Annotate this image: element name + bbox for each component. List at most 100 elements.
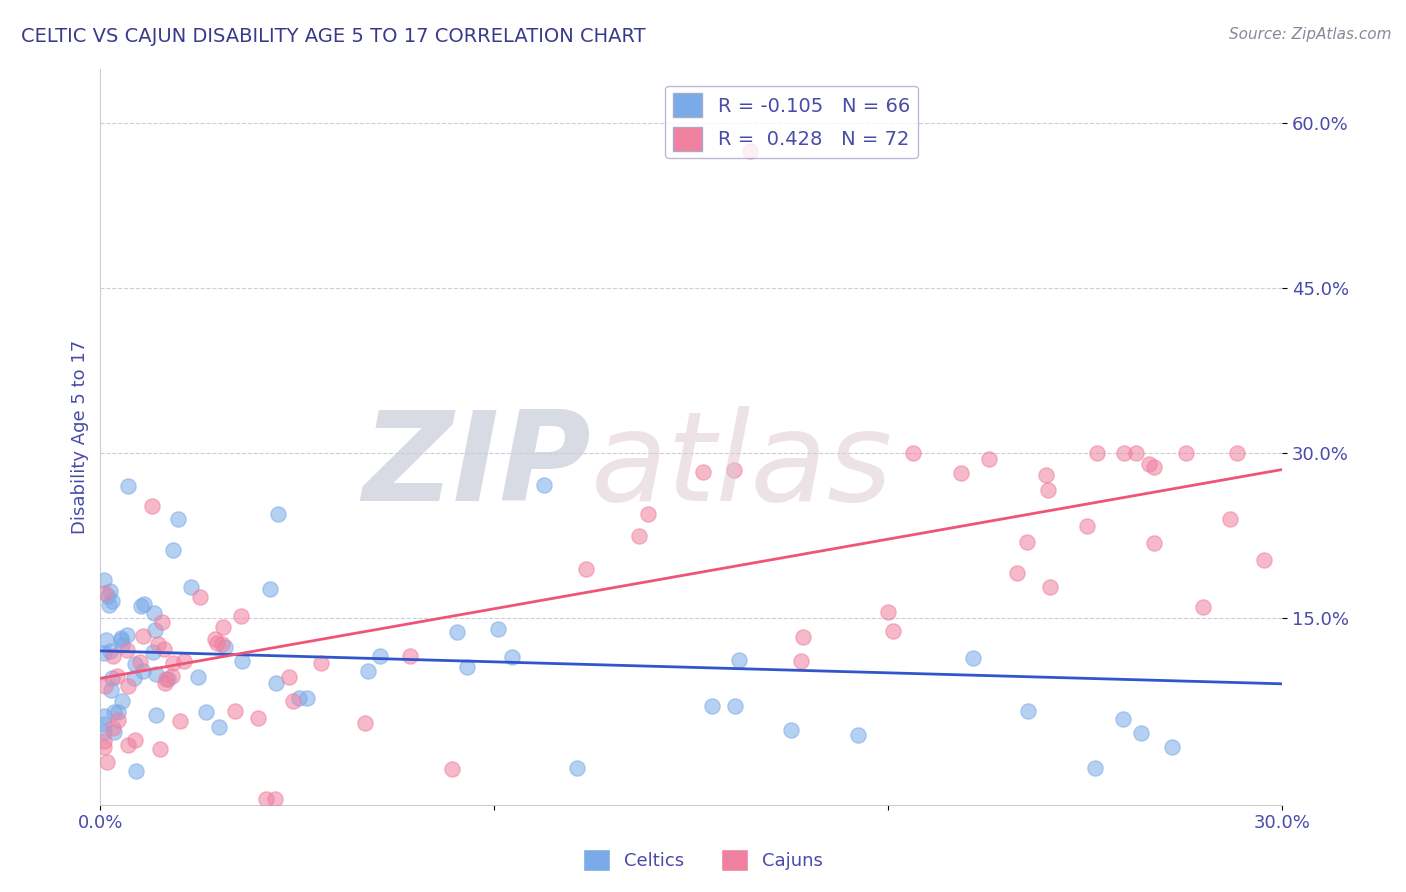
Point — [93, 646, 115, 660]
Point — [207, 636, 229, 650]
Point — [103, 724, 125, 739]
Point — [456, 659, 478, 673]
Point — [877, 606, 900, 620]
Point — [259, 582, 281, 597]
Point — [93, 708, 115, 723]
Point — [103, 721, 125, 735]
Point — [264, 792, 287, 806]
Y-axis label: Disability Age 5 to 17: Disability Age 5 to 17 — [72, 340, 89, 533]
Point — [229, 609, 252, 624]
Point — [533, 477, 555, 491]
Point — [107, 713, 129, 727]
Point — [1035, 468, 1057, 483]
Point — [628, 528, 651, 542]
Point — [1192, 599, 1215, 614]
Point — [1038, 483, 1060, 497]
Point — [267, 507, 290, 521]
Point — [700, 698, 723, 713]
Point — [100, 644, 122, 658]
Text: atlas: atlas — [591, 406, 893, 526]
Point — [246, 711, 269, 725]
Point — [1175, 446, 1198, 460]
Point — [152, 641, 174, 656]
Point — [132, 664, 155, 678]
Point — [129, 599, 152, 613]
Point — [122, 671, 145, 685]
Point — [1084, 761, 1107, 775]
Point — [93, 734, 115, 748]
Point — [728, 652, 751, 666]
Point — [208, 720, 231, 734]
Point — [1017, 534, 1039, 549]
Point — [117, 738, 139, 752]
Point — [103, 705, 125, 719]
Point — [1017, 704, 1039, 718]
Point — [288, 691, 311, 706]
Point — [723, 463, 745, 477]
Point — [846, 728, 869, 742]
Point — [254, 792, 277, 806]
Point — [354, 716, 377, 731]
Point — [962, 651, 984, 665]
Point — [780, 723, 803, 738]
Point — [949, 466, 972, 480]
Point — [194, 705, 217, 719]
Point — [1076, 519, 1098, 533]
Point — [1137, 458, 1160, 472]
Point — [117, 680, 139, 694]
Point — [724, 699, 747, 714]
Point — [486, 622, 509, 636]
Legend: R = -0.105   N = 66, R =  0.428   N = 72: R = -0.105 N = 66, R = 0.428 N = 72 — [665, 86, 918, 158]
Point — [368, 648, 391, 663]
Point — [1143, 535, 1166, 549]
Point — [129, 655, 152, 669]
Point — [117, 479, 139, 493]
Point — [100, 583, 122, 598]
Point — [277, 670, 299, 684]
Text: Source: ZipAtlas.com: Source: ZipAtlas.com — [1229, 27, 1392, 42]
Point — [101, 648, 124, 663]
Point — [115, 642, 138, 657]
Point — [155, 672, 177, 686]
Point — [398, 648, 420, 663]
Point — [1226, 446, 1249, 460]
Point — [224, 705, 246, 719]
Point — [446, 624, 468, 639]
Point — [162, 543, 184, 558]
Point — [96, 633, 118, 648]
Point — [101, 671, 124, 685]
Point — [901, 446, 924, 460]
Point — [160, 669, 183, 683]
Point — [1125, 446, 1147, 460]
Point — [790, 654, 813, 668]
Point — [1039, 580, 1062, 594]
Point — [143, 624, 166, 638]
Point — [180, 580, 202, 594]
Point — [124, 657, 146, 672]
Point — [149, 741, 172, 756]
Point — [1130, 726, 1153, 740]
Point — [357, 664, 380, 678]
Point — [167, 512, 190, 526]
Point — [441, 762, 464, 776]
Point — [1143, 459, 1166, 474]
Point — [575, 561, 598, 575]
Point — [977, 452, 1000, 467]
Point — [1085, 446, 1108, 460]
Point — [157, 672, 180, 686]
Point — [882, 624, 904, 638]
Point — [211, 637, 233, 651]
Point — [187, 670, 209, 684]
Point — [231, 654, 253, 668]
Text: CELTIC VS CAJUN DISABILITY AGE 5 TO 17 CORRELATION CHART: CELTIC VS CAJUN DISABILITY AGE 5 TO 17 C… — [21, 27, 645, 45]
Point — [211, 620, 233, 634]
Point — [1005, 566, 1028, 580]
Text: ZIP: ZIP — [361, 406, 591, 526]
Point — [145, 667, 167, 681]
Point — [100, 683, 122, 698]
Point — [214, 640, 236, 655]
Point — [93, 739, 115, 754]
Point — [169, 714, 191, 728]
Point — [101, 593, 124, 607]
Point — [173, 654, 195, 668]
